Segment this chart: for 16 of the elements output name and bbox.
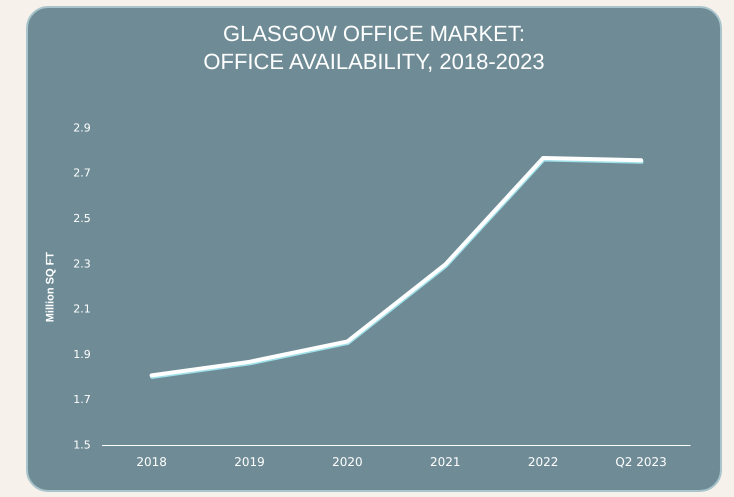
- y-tick-label: 2.1: [73, 302, 91, 316]
- x-tick-label: 2021: [430, 454, 461, 469]
- x-tick-label: 2019: [234, 454, 265, 469]
- y-tick-label: 2.9: [73, 121, 91, 134]
- y-tick-label: 2.3: [73, 257, 91, 270]
- x-tick-label: 2022: [528, 454, 558, 469]
- y-tick-label: 2.5: [73, 212, 91, 226]
- y-tick-label: 1.7: [73, 393, 91, 406]
- y-axis-title: Million SQ FT: [44, 252, 57, 322]
- x-tick-label: Q2 2023: [615, 454, 667, 469]
- y-tick-label: 1.9: [73, 348, 91, 361]
- x-tick-label: 2018: [136, 454, 167, 469]
- y-tick-label: 1.5: [73, 438, 91, 452]
- chart-title: GLASGOW OFFICE MARKET: OFFICE AVAILABILITY, 2018-2023: [202, 20, 546, 76]
- x-tick-label: 2020: [332, 454, 363, 469]
- y-tick-label: 2.7: [73, 166, 91, 180]
